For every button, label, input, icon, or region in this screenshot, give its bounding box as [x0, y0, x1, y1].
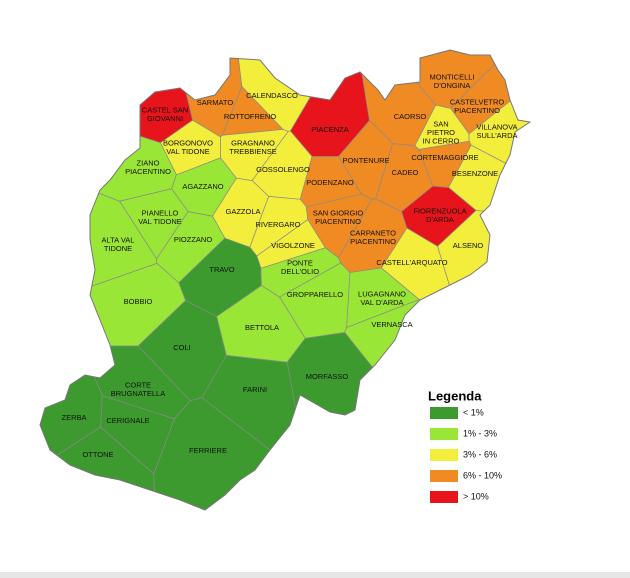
municipality-label: LUGAGNANO [358, 290, 406, 299]
municipality-label: VIGOLZONE [271, 241, 315, 250]
municipality-label: FARINI [243, 385, 267, 394]
legend-label: 6% - 10% [463, 470, 502, 480]
municipality-label: CASTEL SAN [142, 106, 188, 115]
municipality-label: VILLANOVA [476, 123, 517, 132]
municipality-label: MONTICELLI [429, 73, 474, 82]
municipality-label: PIACENTINO [350, 237, 396, 246]
municipality-label: CAORSO [394, 112, 427, 121]
municipality-label: FERRIERE [189, 446, 227, 455]
municipality-label: PONTENURE [342, 156, 389, 165]
municipality-label: ALTA VAL [102, 236, 135, 245]
legend-label: < 1% [463, 407, 484, 417]
municipality-label: SULL'ARDA [476, 131, 517, 140]
municipality-label: PONTE [287, 259, 313, 268]
municipality-label: TIDONE [104, 244, 132, 253]
municipality-label: GAZZOLA [225, 207, 260, 216]
municipality-label: CARPANETO [350, 229, 396, 238]
legend-label: 1% - 3% [463, 428, 497, 438]
municipality-label: PIACENTINO [125, 167, 171, 176]
municipality-label: ROTTOFRENO [224, 112, 277, 121]
municipality-label: VERNASCA [371, 320, 412, 329]
municipality-label: PIACENTINO [315, 217, 361, 226]
municipality-label: BESENZONE [452, 169, 498, 178]
municipality-label: CASTELVETRO [450, 98, 505, 107]
municipality-label: PIACENZA [311, 125, 349, 134]
legend-label: 3% - 6% [463, 449, 497, 459]
municipality-label: ZERBA [61, 413, 86, 422]
municipality-label: BOBBIO [124, 297, 153, 306]
municipality-label: CERIGNALE [106, 416, 149, 425]
municipality-label: BRUGNATELLA [111, 389, 165, 398]
municipality-label: CADEO [392, 168, 419, 177]
municipality-label: PIETRO [427, 128, 455, 137]
legend-title: Legenda [428, 388, 482, 403]
municipality-label: GOSSOLENGO [256, 165, 310, 174]
municipality-label: MORFASSO [306, 372, 349, 381]
municipality-area [286, 332, 530, 510]
municipality-label: ZIANO [137, 159, 160, 168]
municipality-label: PIANELLO [142, 209, 179, 218]
legend-label: > 10% [463, 491, 489, 501]
municipality-label: PIOZZANO [174, 235, 213, 244]
municipality-label: IN CERRO [423, 136, 460, 145]
municipality-area [450, 50, 530, 135]
municipality-label: TREBBIENSE [229, 147, 277, 156]
municipality-label: PIACENTINO [454, 106, 500, 115]
legend: Legenda < 1% 1% - 3% 3% - 6% 6% - 10% > 10% [428, 388, 502, 503]
municipality-label: OTTONE [82, 450, 113, 459]
municipality-label: ALSENO [453, 241, 484, 250]
municipality-label: VAL D'ARDA [360, 298, 403, 307]
legend-swatch [430, 428, 458, 440]
municipality-label: PODENZANO [306, 178, 354, 187]
municipality-label: SAN GIORGIO [313, 209, 364, 218]
municipality-label: SAN [433, 119, 448, 128]
municipality-label: FIORENZUOLA [413, 207, 466, 216]
municipality-label: TRAVO [209, 265, 234, 274]
bottom-bar [0, 572, 630, 578]
municipality-label: VAL TIDONE [166, 147, 210, 156]
municipality-label: GRAGNANO [231, 139, 275, 148]
legend-swatch [430, 449, 458, 461]
municipality-label: BETTOLA [245, 323, 279, 332]
municipality-label: CALENDASCO [246, 91, 298, 100]
municipality-area [354, 50, 530, 109]
municipality-label: COLI [173, 343, 191, 352]
municipality-label: BORGONOVO [163, 139, 213, 148]
municipality-label: CORTEMAGGIORE [411, 153, 478, 162]
municipality-label: CORTE [125, 381, 151, 390]
municipality-label: GROPPARELLO [287, 290, 343, 299]
legend-swatch [430, 407, 458, 419]
municipality-label: CASTELL'ARQUATO [376, 258, 447, 267]
legend-swatch [430, 491, 458, 503]
legend-swatch [430, 470, 458, 482]
municipality-area [344, 299, 530, 510]
municipality-label: SARMATO [197, 98, 234, 107]
municipality-label: AGAZZANO [182, 182, 223, 191]
municipality-label: VAL TIDONE [138, 217, 182, 226]
municipality-label: D'ONGINA [434, 81, 470, 90]
municipality-label: D'ARDA [426, 215, 454, 224]
municipality-label: RIVERGARO [255, 220, 300, 229]
municipality-label: DELL'OLIO [281, 267, 319, 276]
municipality-label: GIOVANNI [147, 114, 183, 123]
